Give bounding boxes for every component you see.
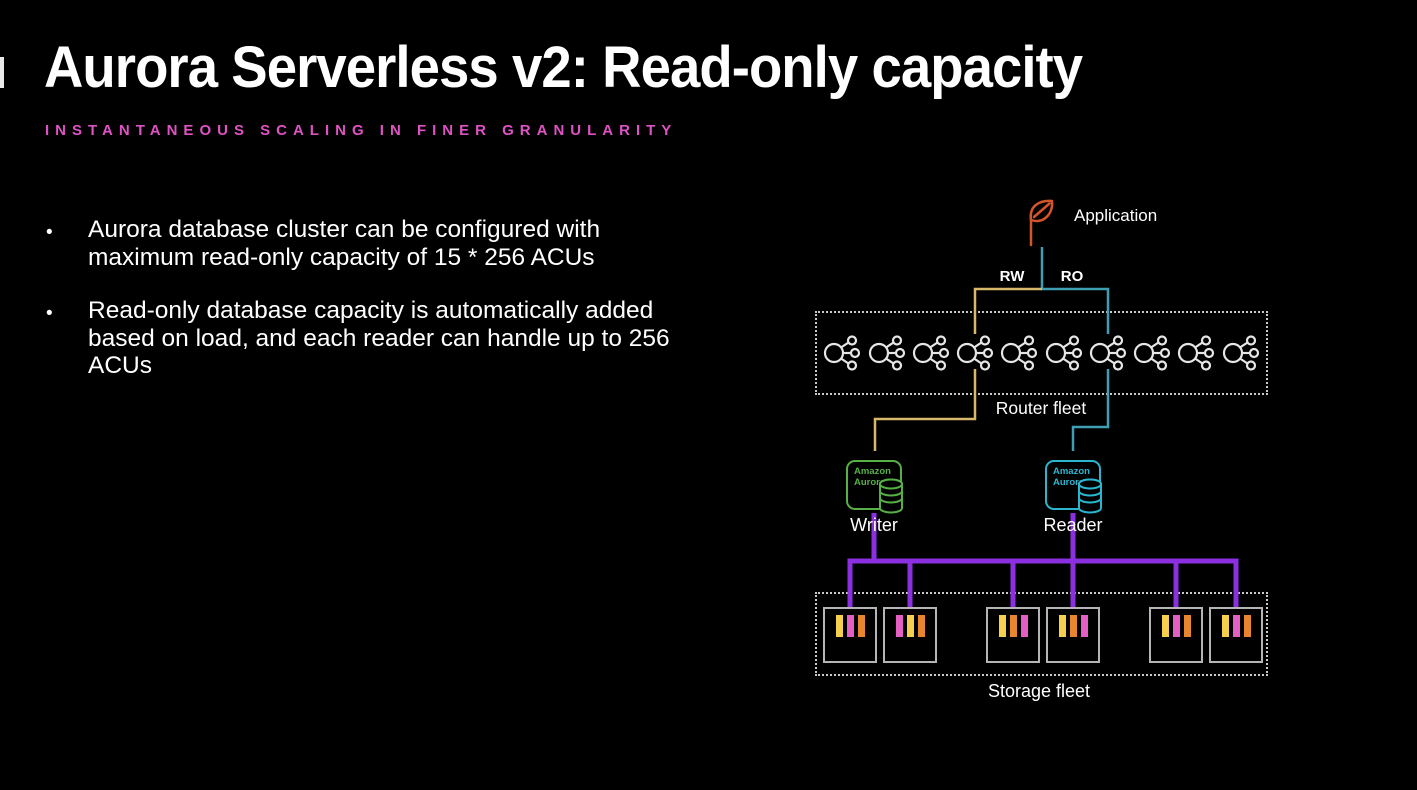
storage-fleet-label: Storage fleet: [987, 681, 1091, 701]
rw-label: RW: [999, 268, 1025, 285]
storage-bar-yellow: [998, 615, 1006, 637]
storage-node-icon: [883, 607, 937, 663]
bullet-item: • Read-only database capacity is automat…: [46, 297, 686, 380]
storage-bar-yellow: [1161, 615, 1169, 637]
writer-label: Writer: [850, 515, 898, 535]
storage-bar-yellow: [1058, 615, 1066, 637]
storage-node-icon: [1209, 607, 1263, 663]
storage-bar-pink: [1020, 615, 1028, 637]
storage-bar-orange: [857, 615, 865, 637]
reader-aurora-text: Amazon Aurora: [1053, 466, 1090, 488]
writer-aurora-text: Amazon Aurora: [854, 466, 891, 488]
storage-bar-pink: [1232, 615, 1240, 637]
reader-aurora-icon: Amazon Aurora: [1045, 460, 1102, 514]
router-fleet-box: [815, 311, 1268, 395]
storage-bar-orange: [1009, 615, 1017, 637]
storage-node-icon: [986, 607, 1040, 663]
storage-bar-pink: [846, 615, 854, 637]
bullet-text: Aurora database cluster can be configure…: [88, 216, 601, 271]
storage-bar-orange: [917, 615, 925, 637]
application-label: Application: [1074, 206, 1158, 225]
writer-aurora-icon: Amazon Aurora: [846, 460, 903, 514]
bullet-marker-icon: •: [46, 303, 53, 324]
storage-bar-orange: [1183, 615, 1191, 637]
router-node-icon: [912, 333, 950, 373]
storage-bar-pink: [1080, 615, 1088, 637]
router-node-icon: [1222, 333, 1260, 373]
router-node-icon: [823, 333, 861, 373]
bullet-item: • Aurora database cluster can be configu…: [46, 216, 686, 271]
slide-title: Aurora Serverless v2: Read-only capacity: [44, 35, 1083, 100]
storage-bar-pink: [1172, 615, 1180, 637]
router-node-icon: [1177, 333, 1215, 373]
router-node-icon: [956, 333, 994, 373]
router-fleet-label: Router fleet: [995, 398, 1087, 418]
reader-label: Reader: [1043, 515, 1103, 535]
bullet-marker-icon: •: [46, 222, 53, 243]
router-node-icon: [868, 333, 906, 373]
router-node-icon: [1133, 333, 1171, 373]
router-node-icon: [1000, 333, 1038, 373]
database-cylinder-icon: [1078, 478, 1102, 514]
storage-node-icon: [1046, 607, 1100, 663]
storage-bar-orange: [1243, 615, 1251, 637]
storage-bar-yellow: [835, 615, 843, 637]
router-node-icon: [1045, 333, 1083, 373]
bullet-text: Read-only database capacity is automatic…: [88, 297, 670, 379]
storage-bar-yellow: [1221, 615, 1229, 637]
database-cylinder-icon: [879, 478, 903, 514]
storage-bar-pink: [895, 615, 903, 637]
application-leaf-icon: [1022, 198, 1056, 253]
bullet-list: • Aurora database cluster can be configu…: [46, 216, 686, 406]
storage-bar-orange: [1069, 615, 1077, 637]
storage-bar-yellow: [906, 615, 914, 637]
storage-node-icon: [1149, 607, 1203, 663]
ro-label: RO: [1060, 268, 1084, 285]
slide-subtitle: INSTANTANEOUS SCALING IN FINER GRANULARI…: [45, 122, 678, 139]
edge-artifact: [0, 57, 4, 88]
storage-node-icon: [823, 607, 877, 663]
router-node-icon: [1089, 333, 1127, 373]
